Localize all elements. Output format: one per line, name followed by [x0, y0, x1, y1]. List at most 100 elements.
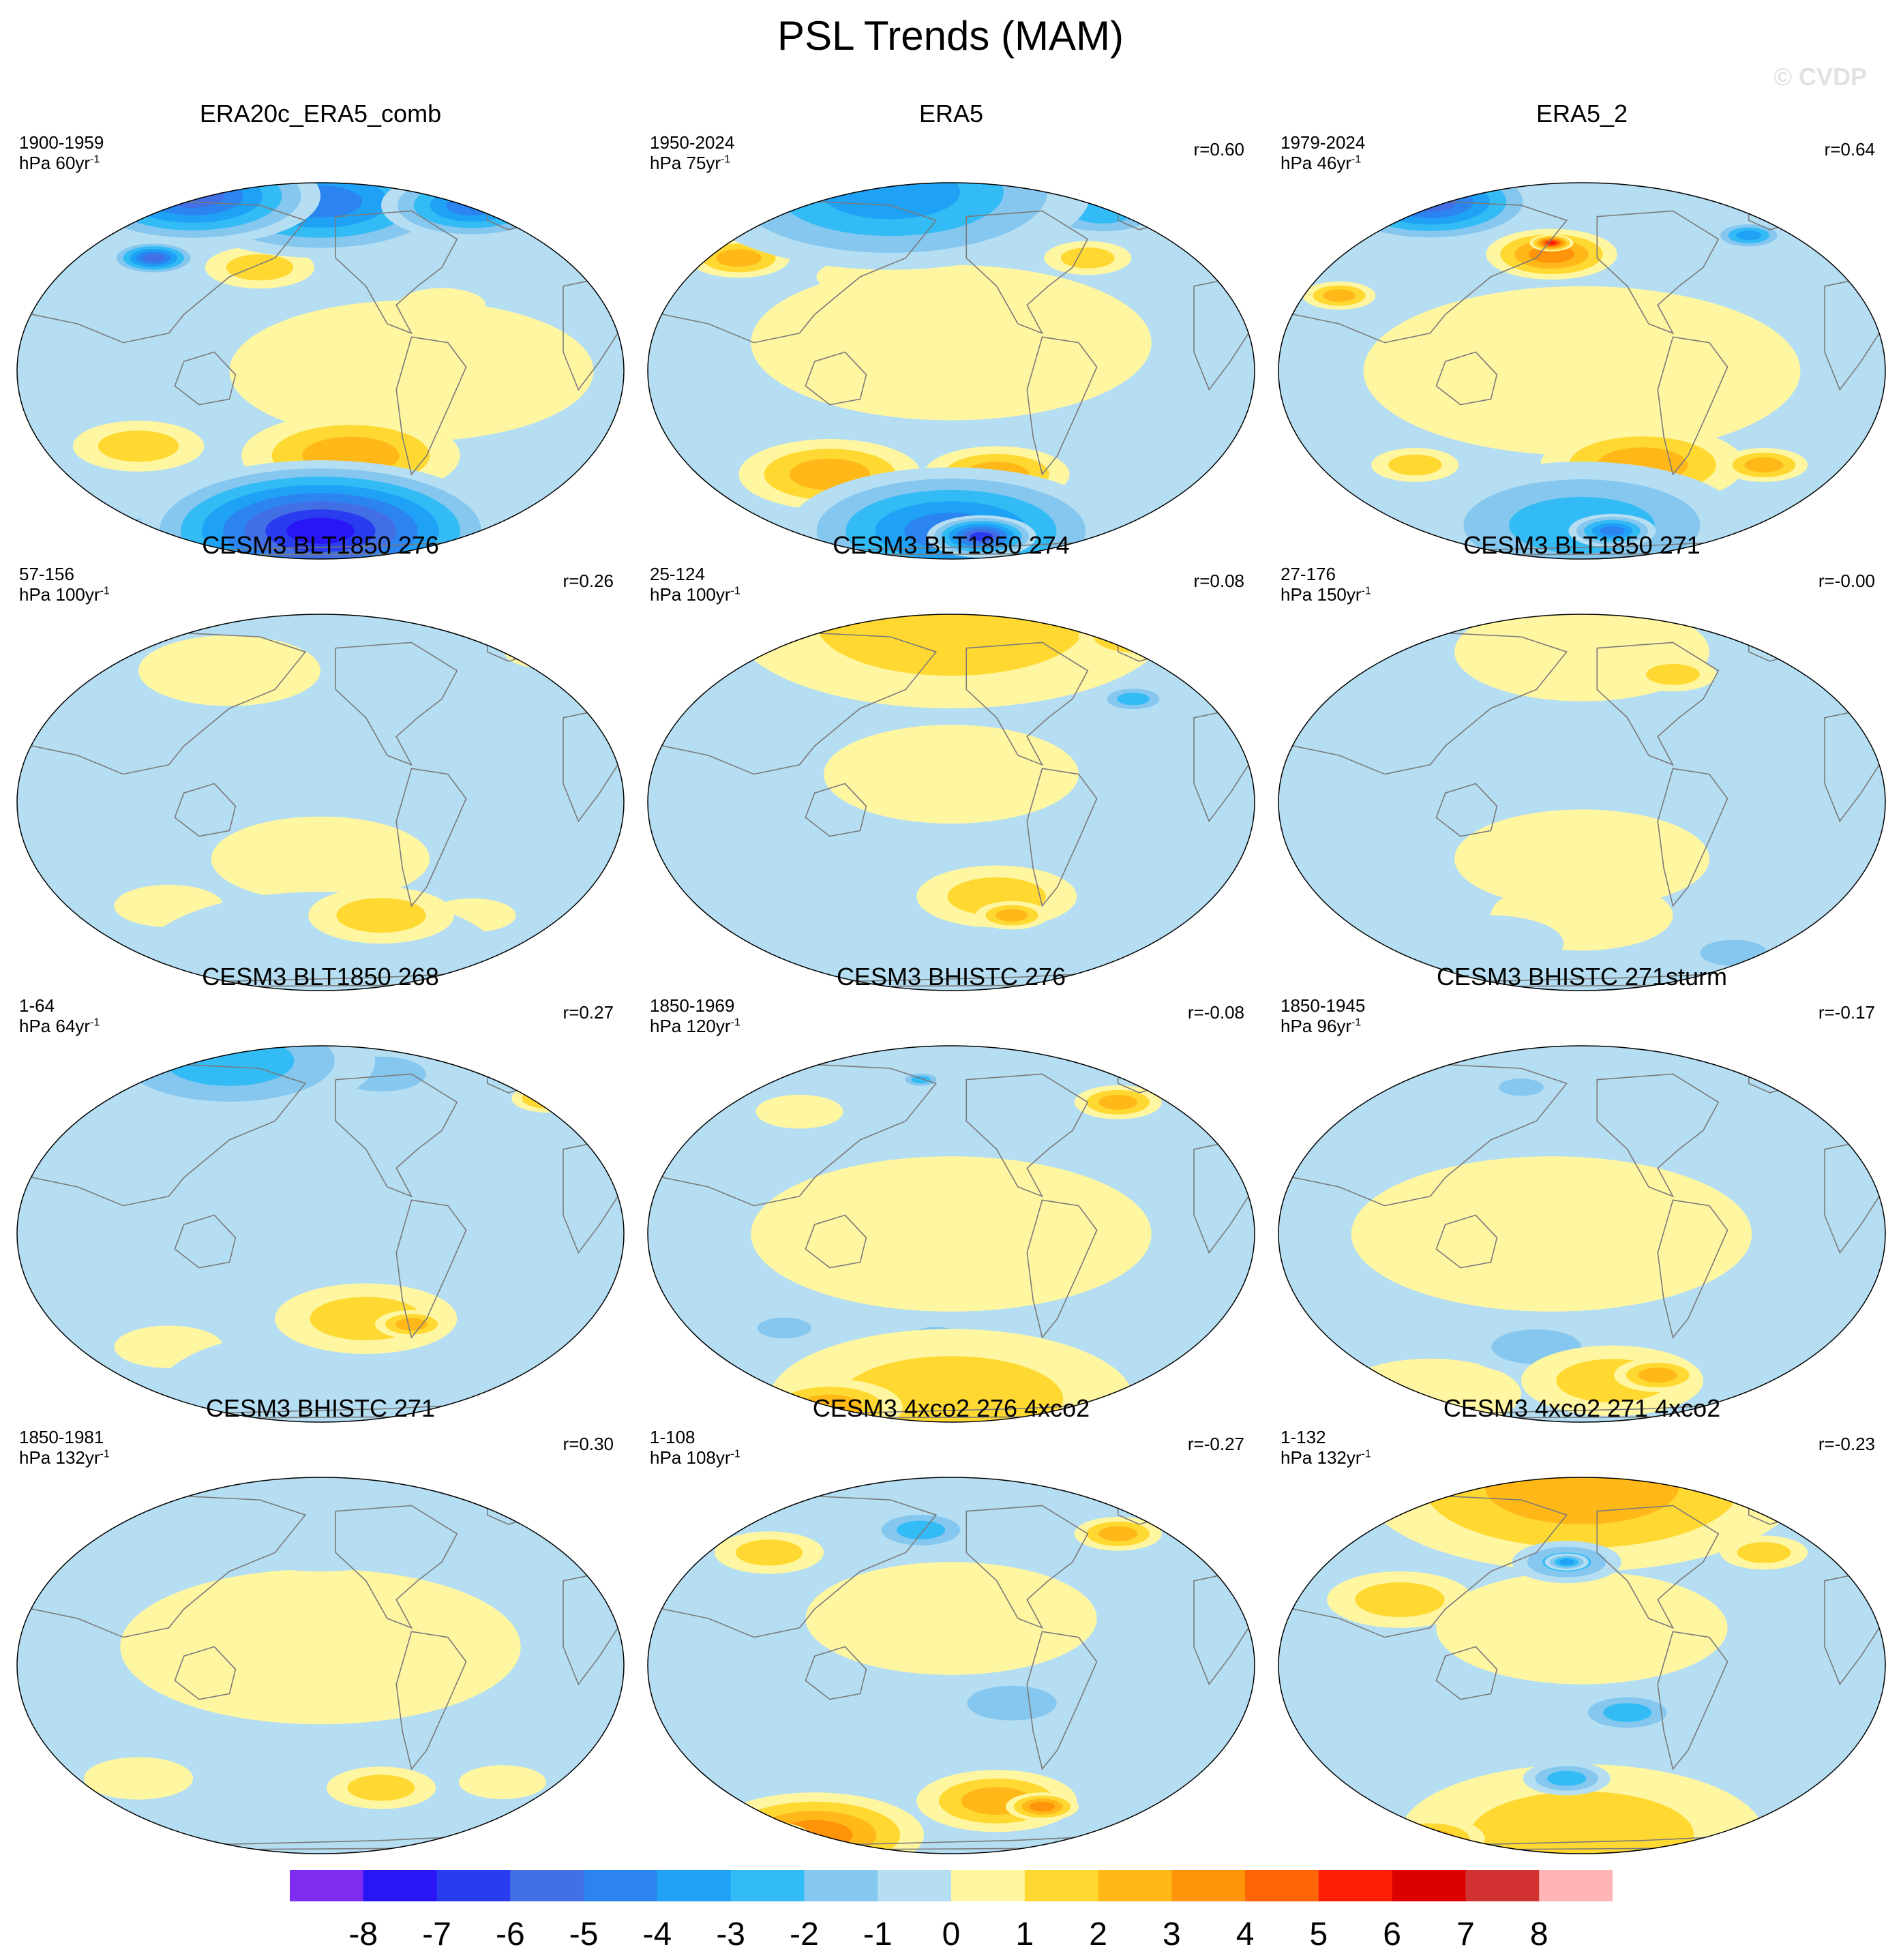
colorbar-swatch: [1024, 1870, 1099, 1901]
coastline: [805, 351, 867, 406]
coastline: [1596, 1505, 1720, 1629]
colorbar-tick-label: -8: [348, 1916, 378, 1953]
map-panel: CESM3 BHISTC 276 1850-1969 hPa 120yr-1 r=-0…: [638, 959, 1265, 1423]
trend-contour: [1744, 457, 1784, 473]
trend-contour: [1646, 664, 1700, 685]
colorbar-swatch: [363, 1870, 438, 1901]
map-panel: CESM3 BHISTC 271 1850-1981 hPa 132yr-1 r=0.…: [7, 1390, 634, 1854]
colorbar-swatch: [1539, 1870, 1613, 1901]
trend-contour: [1060, 247, 1115, 269]
trend-contour: [458, 1765, 547, 1799]
trend-contour: [347, 1775, 415, 1801]
trend-contour: [1388, 454, 1442, 476]
psl-trend-map: [1278, 182, 1886, 560]
map-panel: CESM3 4xco2 276 4xco2 1-108 hPa 108yr-1 r=-…: [638, 1390, 1265, 1854]
map-panel: ERA5_2 1979-2024 hPa 46yr-1 r=0.64: [1268, 95, 1896, 560]
trend-contour: [1547, 1770, 1587, 1786]
colorbar-tick-label: -1: [863, 1916, 893, 1953]
colorbar-tick-label: -6: [495, 1916, 525, 1953]
trend-period: 1979-2024: [1281, 132, 1366, 153]
pattern-correlation: r=0.26: [563, 571, 614, 591]
trend-period: 1950-2024: [650, 132, 735, 153]
trend-contour: [211, 816, 430, 901]
trend-units: hPa 46yr-1: [1281, 153, 1362, 173]
trend-period: 1-132: [1281, 1427, 1326, 1447]
panel-title: CESM3 BLT1850 268: [202, 963, 439, 991]
colorbar: [290, 1870, 1613, 1901]
map-panel: CESM3 4xco2 271 4xco2 1-132 hPa 132yr-1 r=-…: [1268, 1390, 1896, 1854]
colorbar-swatch: [1171, 1870, 1246, 1901]
coastline: [1435, 783, 1498, 837]
colorbar-labels: -8 -7 -6 -5 -4 -3 -2 -1 0 1 2 3 4 5 6 7 8: [0, 1916, 1901, 1957]
trend-contour: [1638, 1367, 1677, 1383]
coastline: [1435, 351, 1498, 406]
coastline: [1435, 1646, 1498, 1700]
trend-contour: [1418, 915, 1564, 972]
colorbar-tick-label: 1: [1015, 1916, 1034, 1953]
trend-contour: [1603, 1703, 1652, 1722]
trend-contour: [532, 1092, 565, 1105]
trend-contour: [98, 430, 179, 462]
trend-contour: [756, 1833, 782, 1844]
map-boundary: [16, 1045, 625, 1423]
trend-contour: [740, 1827, 798, 1850]
trend-period: 1900-1959: [19, 132, 104, 153]
trend-units: hPa 75yr-1: [650, 153, 731, 173]
trend-period: 1-108: [650, 1427, 695, 1447]
trend-contour: [446, 195, 498, 215]
coastline: [1596, 1073, 1720, 1198]
trend-contour: [1109, 627, 1158, 646]
trend-period: 1850-1969: [650, 995, 735, 1016]
map-panel: CESM3 BLT1850 276 57-156 hPa 100yr-1 r=0.26: [7, 527, 634, 991]
pattern-correlation: r=0.27: [563, 1002, 614, 1023]
coastline: [805, 783, 867, 837]
colorbar-tick-label: 4: [1236, 1916, 1255, 1953]
trend-contour: [504, 635, 592, 669]
trend-contour: [1355, 1582, 1445, 1617]
colorbar-swatch: [657, 1870, 732, 1901]
coastline: [174, 351, 237, 406]
coastline: [1657, 768, 1728, 907]
trend-contour: [757, 1317, 811, 1339]
colorbar-swatch: [1245, 1870, 1319, 1901]
map-boundary: [1278, 1477, 1886, 1854]
trend-units: hPa 100yr-1: [650, 584, 740, 605]
coastline: [1657, 1631, 1728, 1770]
coastline: [395, 336, 467, 476]
map-boundary: [1278, 1045, 1886, 1423]
trend-contour: [820, 183, 961, 220]
map-boundary: [1278, 182, 1886, 560]
psl-trend-map: [16, 182, 625, 560]
psl-trend-map: [1278, 1045, 1886, 1423]
psl-trend-map: [16, 614, 625, 991]
coastline: [805, 1214, 867, 1269]
colorbar-swatch: [730, 1870, 805, 1901]
trend-contour: [83, 1757, 194, 1800]
trend-contour: [229, 300, 594, 442]
trend-contour: [1029, 1801, 1056, 1812]
colorbar-tick-label: -5: [569, 1916, 599, 1953]
pattern-correlation: r=0.08: [1193, 571, 1244, 591]
trend-period: 1850-1981: [19, 1427, 104, 1447]
trend-contour: [1454, 809, 1709, 909]
trend-contour: [1499, 1078, 1544, 1096]
panel-title: CESM3 4xco2 271 4xco2: [1443, 1394, 1721, 1422]
coastline: [966, 1505, 1089, 1629]
colorbar-swatch: [1318, 1870, 1393, 1901]
trend-units: hPa 100yr-1: [19, 584, 110, 605]
trend-contour: [1559, 1558, 1574, 1565]
trend-contour: [120, 1569, 521, 1725]
trend-units: hPa 132yr-1: [1281, 1447, 1371, 1468]
trend-contour: [911, 1076, 931, 1084]
watermark: © CVDP: [1773, 63, 1867, 91]
trend-contour: [769, 892, 1133, 991]
trend-units: hPa 60yr-1: [19, 153, 100, 173]
trend-contour: [1098, 1526, 1138, 1541]
pattern-correlation: r=-0.00: [1818, 571, 1875, 591]
panel-title: CESM3 BHISTC 271: [205, 1394, 436, 1422]
map-boundary: [16, 614, 625, 991]
map-background-field: [1278, 614, 1885, 991]
coastline: [335, 642, 458, 766]
trend-contour: [1390, 1823, 1470, 1854]
trend-contour: [967, 1685, 1057, 1721]
